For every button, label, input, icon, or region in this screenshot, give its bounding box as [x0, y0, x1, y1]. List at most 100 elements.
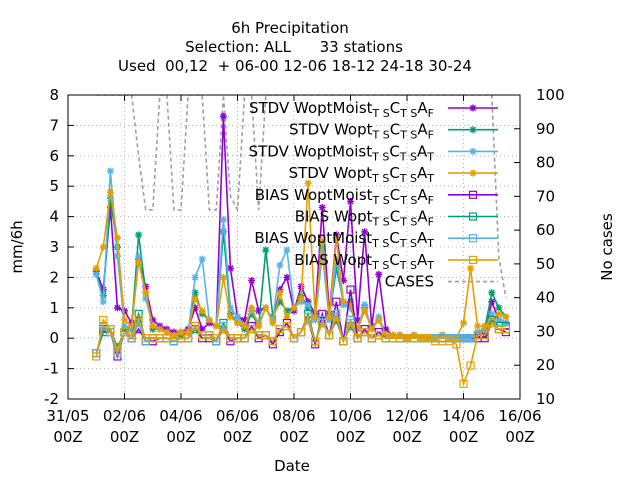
data-point	[219, 324, 228, 334]
data-point	[361, 307, 369, 315]
legend-mid1: C	[389, 164, 399, 182]
legend-name: STDV Wopt	[289, 164, 373, 182]
legend-sub1: T S	[372, 107, 390, 120]
data-point	[128, 322, 136, 330]
data-point	[121, 322, 128, 330]
legend-sub3: T	[426, 237, 434, 250]
data-point	[156, 325, 164, 333]
data-point	[226, 313, 234, 321]
y-tick-label: 8	[49, 86, 59, 104]
data-point	[382, 325, 390, 333]
y-tick-label: 2	[49, 268, 59, 286]
legend-name: CASES	[385, 273, 434, 291]
data-point	[106, 324, 115, 334]
data-point	[460, 319, 467, 327]
data-point	[198, 307, 206, 315]
legend-sub2: T S	[399, 237, 417, 250]
data-point	[361, 301, 369, 309]
legend-mid1: C	[390, 208, 400, 226]
x-tick-label: 00Z	[392, 428, 421, 446]
legend-sub1: T S	[371, 237, 389, 250]
legend-mid2: A	[417, 208, 428, 226]
y2-tick-label: 10	[536, 390, 555, 408]
y-tick-label: 7	[49, 116, 59, 134]
legend-marker	[469, 126, 477, 134]
data-point	[332, 312, 341, 322]
data-point	[113, 346, 122, 355]
legend-label: BIAS WoptT SCT SAF	[295, 208, 434, 229]
data-point	[240, 334, 249, 343]
x-tick-label: 02/06	[103, 407, 146, 425]
grid	[68, 95, 520, 399]
legend-mid2: A	[417, 121, 428, 139]
data-point	[121, 316, 128, 324]
data-point	[332, 255, 340, 263]
data-point	[501, 324, 510, 334]
data-point	[368, 325, 376, 333]
data-point	[191, 289, 199, 297]
title-line-2: Selection: ALL 33 stations	[185, 38, 403, 56]
legend-label: STDV WoptMoistT SCT SAF	[249, 99, 434, 120]
x-tick-label: 10/06	[329, 407, 372, 425]
legend-sub1: T S	[371, 150, 389, 163]
x-tick-label: 14/06	[442, 407, 485, 425]
data-point	[354, 325, 362, 333]
data-point	[347, 301, 354, 309]
series-line	[95, 314, 506, 387]
data-point	[318, 249, 326, 257]
data-point	[142, 295, 150, 303]
legend-sub3: T	[426, 172, 434, 185]
data-point	[474, 322, 482, 330]
legend-name: STDV WoptMoist	[249, 142, 373, 160]
legend-sub3: F	[428, 216, 434, 229]
legend-label: STDV WoptMoistT SCT SAT	[249, 142, 435, 163]
x-tick-label: 06/06	[216, 407, 259, 425]
x-tick-label: 00Z	[53, 428, 82, 446]
x-tick-label: 12/06	[385, 407, 428, 425]
data-point	[149, 316, 157, 324]
data-point	[353, 334, 362, 343]
data-point	[304, 315, 313, 325]
data-point	[481, 322, 489, 330]
data-point	[361, 228, 369, 236]
data-point	[134, 309, 143, 318]
data-point	[487, 318, 496, 328]
data-point	[360, 328, 369, 337]
legend-label: CASES	[385, 273, 434, 291]
data-point	[318, 237, 326, 245]
data-point	[234, 313, 241, 321]
data-point	[339, 276, 347, 284]
legend-marker	[469, 104, 477, 112]
data-point	[248, 304, 256, 312]
data-point	[149, 322, 157, 330]
data-point	[332, 297, 341, 306]
data-point	[92, 264, 100, 272]
data-point	[346, 318, 355, 328]
data-point	[191, 273, 199, 281]
legend-sub1: T S	[372, 194, 390, 207]
legend-sub2: T S	[399, 216, 417, 229]
legend-marker	[468, 190, 478, 199]
y2-tick-label: 20	[536, 356, 555, 374]
data-point	[113, 234, 121, 242]
data-point	[99, 298, 107, 306]
data-point	[502, 313, 510, 321]
data-point	[247, 324, 256, 334]
data-point	[346, 285, 355, 294]
legend-entry: CASES	[385, 273, 498, 291]
y2-tick-label: 60	[536, 221, 555, 239]
legend-mid1: C	[390, 121, 400, 139]
legend-mid2: A	[417, 186, 428, 204]
data-point	[347, 197, 354, 205]
data-point	[296, 328, 306, 337]
data-point	[219, 273, 227, 281]
data-point	[268, 337, 277, 346]
legend-label: BIAS WoptMoistT SCT SAT	[254, 229, 434, 250]
x-tick-label: 00Z	[505, 428, 534, 446]
legend-name: STDV Wopt	[289, 121, 373, 139]
data-point	[332, 264, 340, 272]
legend-marker	[469, 169, 477, 177]
data-point	[318, 203, 326, 211]
x-tick-label: 00Z	[110, 428, 139, 446]
